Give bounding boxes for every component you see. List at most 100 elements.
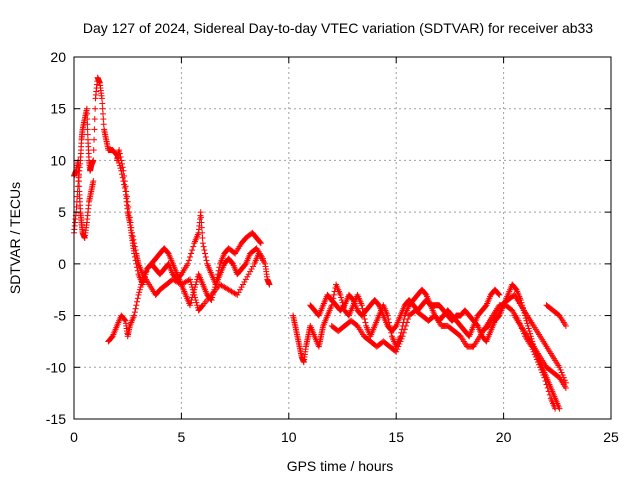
data-point-interp (397, 338, 404, 345)
data-point-interp (403, 319, 410, 326)
data-point-interp (131, 309, 138, 316)
data-point-interp (123, 193, 130, 200)
x-tick-label: 20 (496, 429, 512, 445)
data-point (234, 291, 241, 298)
data-point (120, 167, 127, 174)
data-point (358, 302, 365, 309)
data-point-interp (99, 105, 106, 112)
data-point-interp (474, 322, 481, 329)
data-point-interp (203, 257, 210, 264)
data-point-interp (192, 294, 199, 301)
data-point-interp (134, 298, 141, 305)
data-point-interp (537, 364, 544, 371)
data-point-interp (375, 301, 382, 308)
chart-title: Day 127 of 2024, Sidereal Day-to-day VTE… (83, 20, 593, 36)
data-point-interp (118, 160, 125, 167)
data-point (257, 240, 264, 247)
data-point-interp (75, 162, 82, 169)
data-point-interp (99, 110, 106, 117)
data-point-interp (512, 285, 519, 292)
data-point-interp (84, 110, 91, 117)
x-tick-label: 5 (178, 429, 186, 445)
data-point-interp (543, 381, 550, 388)
data-point-interp (241, 278, 248, 285)
ticks: 0 5 10 15 20 25 -15 -10 -5 0 5 10 15 20 (46, 49, 619, 445)
data-point-interp (495, 291, 502, 298)
data-point-interp (546, 391, 553, 398)
data-point (541, 374, 548, 381)
data-point-interp (125, 203, 132, 210)
data-point-interp (108, 334, 115, 341)
data-point-interp (245, 271, 252, 278)
data-point (131, 312, 138, 319)
data-point-interp (349, 296, 356, 303)
data-point-interp (100, 121, 107, 128)
data-point-interp (405, 316, 412, 323)
data-point-interp (199, 235, 206, 241)
data-point-interp (75, 172, 82, 179)
data-point-interp (239, 281, 246, 288)
data-point (197, 209, 204, 216)
data-point-interp (100, 116, 107, 123)
data-point-interp (242, 261, 249, 268)
data-point (128, 229, 135, 236)
data-point-interp (527, 330, 534, 337)
data-point-interp (75, 167, 82, 174)
data-point-interp (119, 164, 126, 171)
data-point-interp (250, 263, 256, 270)
data-point-interp (136, 286, 143, 293)
y-tick-label: 5 (58, 204, 66, 220)
data-point-interp (116, 150, 123, 157)
data-point-interp (559, 372, 566, 379)
data-point-interp (544, 384, 551, 391)
plot-frame (73, 56, 612, 420)
data-point-interp (199, 229, 206, 236)
data-point (135, 291, 142, 298)
data-point-interp (400, 329, 407, 336)
data-point-interp (524, 322, 531, 329)
data-point-interp (189, 284, 196, 291)
data-point-interp (132, 305, 139, 312)
data-point-interp (122, 183, 129, 190)
data-point-interp (121, 316, 128, 323)
data-point-interp (190, 243, 197, 250)
data-point (562, 384, 569, 391)
data-point-interp (201, 247, 208, 254)
data-point (199, 240, 206, 247)
data-point (83, 105, 90, 112)
data-point-interp (131, 240, 138, 247)
data-point-interp (186, 253, 193, 260)
data-point-interp (244, 273, 251, 280)
data-point-interp (495, 313, 502, 320)
data-point-interp (84, 116, 91, 123)
data-point-interp (139, 278, 146, 285)
data-point-interp (395, 343, 402, 350)
data-point (556, 364, 563, 371)
data-point-interp (73, 203, 80, 210)
data-point-interp (359, 305, 366, 312)
data-point-interp (402, 322, 409, 329)
data-point (496, 291, 503, 298)
data-point-interp (198, 214, 205, 221)
y-axis-label: SDTVAR / TECUs (7, 182, 23, 294)
data-point-interp (198, 224, 205, 231)
data-point-interp (76, 183, 83, 190)
x-tick-label: 25 (603, 429, 619, 445)
y-tick-label: -5 (54, 308, 67, 324)
data-point-interp (229, 259, 236, 266)
data-point-interp (194, 302, 201, 309)
grid (74, 57, 611, 419)
data-point-interp (121, 178, 128, 185)
data-point-interp (117, 153, 124, 160)
data-point-interp (92, 105, 99, 112)
data-point (526, 328, 533, 335)
data-point (242, 276, 249, 283)
data-point-interp (129, 233, 136, 240)
y-tick-label: 20 (50, 49, 66, 65)
data-point (266, 281, 273, 288)
data-point-interp (131, 243, 138, 250)
data-point-interp (130, 236, 137, 243)
data-point-interp (401, 326, 408, 333)
data-point (186, 302, 193, 309)
data-point-interp (189, 247, 196, 254)
